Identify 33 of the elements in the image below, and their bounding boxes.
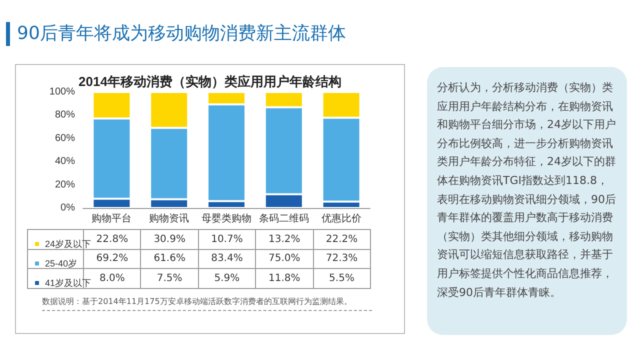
legend-label: 24岁及以下 [45,239,92,249]
data-label: 72.3% [313,249,370,268]
y-tick-label: 80% [54,110,76,121]
data-label: 11.8% [256,268,314,288]
data-label: 10.7% [198,230,256,249]
x-tick-label: 优惠比价 [321,212,362,224]
x-tick-label: 购物平台 [92,212,132,224]
x-tick-label: 条码二维码 [258,212,309,224]
data-label: 7.5% [140,268,198,288]
data-label: 22.2% [313,230,370,249]
chart-subtitle: 2014年移动消费（实物）类应用用户年龄结构 [78,74,342,89]
data-label: 8.0% [99,272,125,284]
x-tick-label: 购物资讯 [149,212,190,224]
y-tick-label: 0% [60,202,76,214]
data-label: 30.9% [140,230,198,249]
data-label: 69.2% [84,249,141,268]
text: 数据说明：基于2014年11月175万安卓移动端活跃数字消费者的互联网行为监测结果。 [42,297,372,311]
text: 分析认为，分析移动消费（实物）类应用用户年龄结构分布，在购物资讯和购物平台细分市场，24岁以下用户分布比例较高，进一步分析购物资讯类用户年龄分布特征，24岁以下的群体在购物资讯TGI指数达到118.8，表明在移动购物资讯细分领域，90后青年群体的覆盖用户数高于移动消费（实物）类其他细分领域，移动购物资讯可以缩短信息获取路径，并基于用户标签提供个性化商品信息推荐，深受90后青年群体青睐。 [437,81,616,299]
y-tick-label: 100% [49,86,76,98]
data-label: 5.9% [198,268,256,288]
y-tick-label: 40% [54,156,76,168]
data-label: 13.2% [256,230,314,249]
legend-label: 41岁及以下 [45,278,92,288]
chart-title: 90后青年将成为移动购物消费新主流群体 [6,22,346,46]
y-tick-label: 20% [54,179,76,190]
data-label: 22.8% [96,234,128,245]
data-label: 75.0% [256,249,314,268]
legend-label: 25-40岁 [45,258,78,268]
data-label: 5.5% [313,268,370,288]
data-label: 83.4% [198,249,256,268]
x-tick-label: 母婴类购物 [202,212,252,224]
y-tick-label: 60% [54,132,76,144]
data-label: 61.6% [140,249,198,268]
